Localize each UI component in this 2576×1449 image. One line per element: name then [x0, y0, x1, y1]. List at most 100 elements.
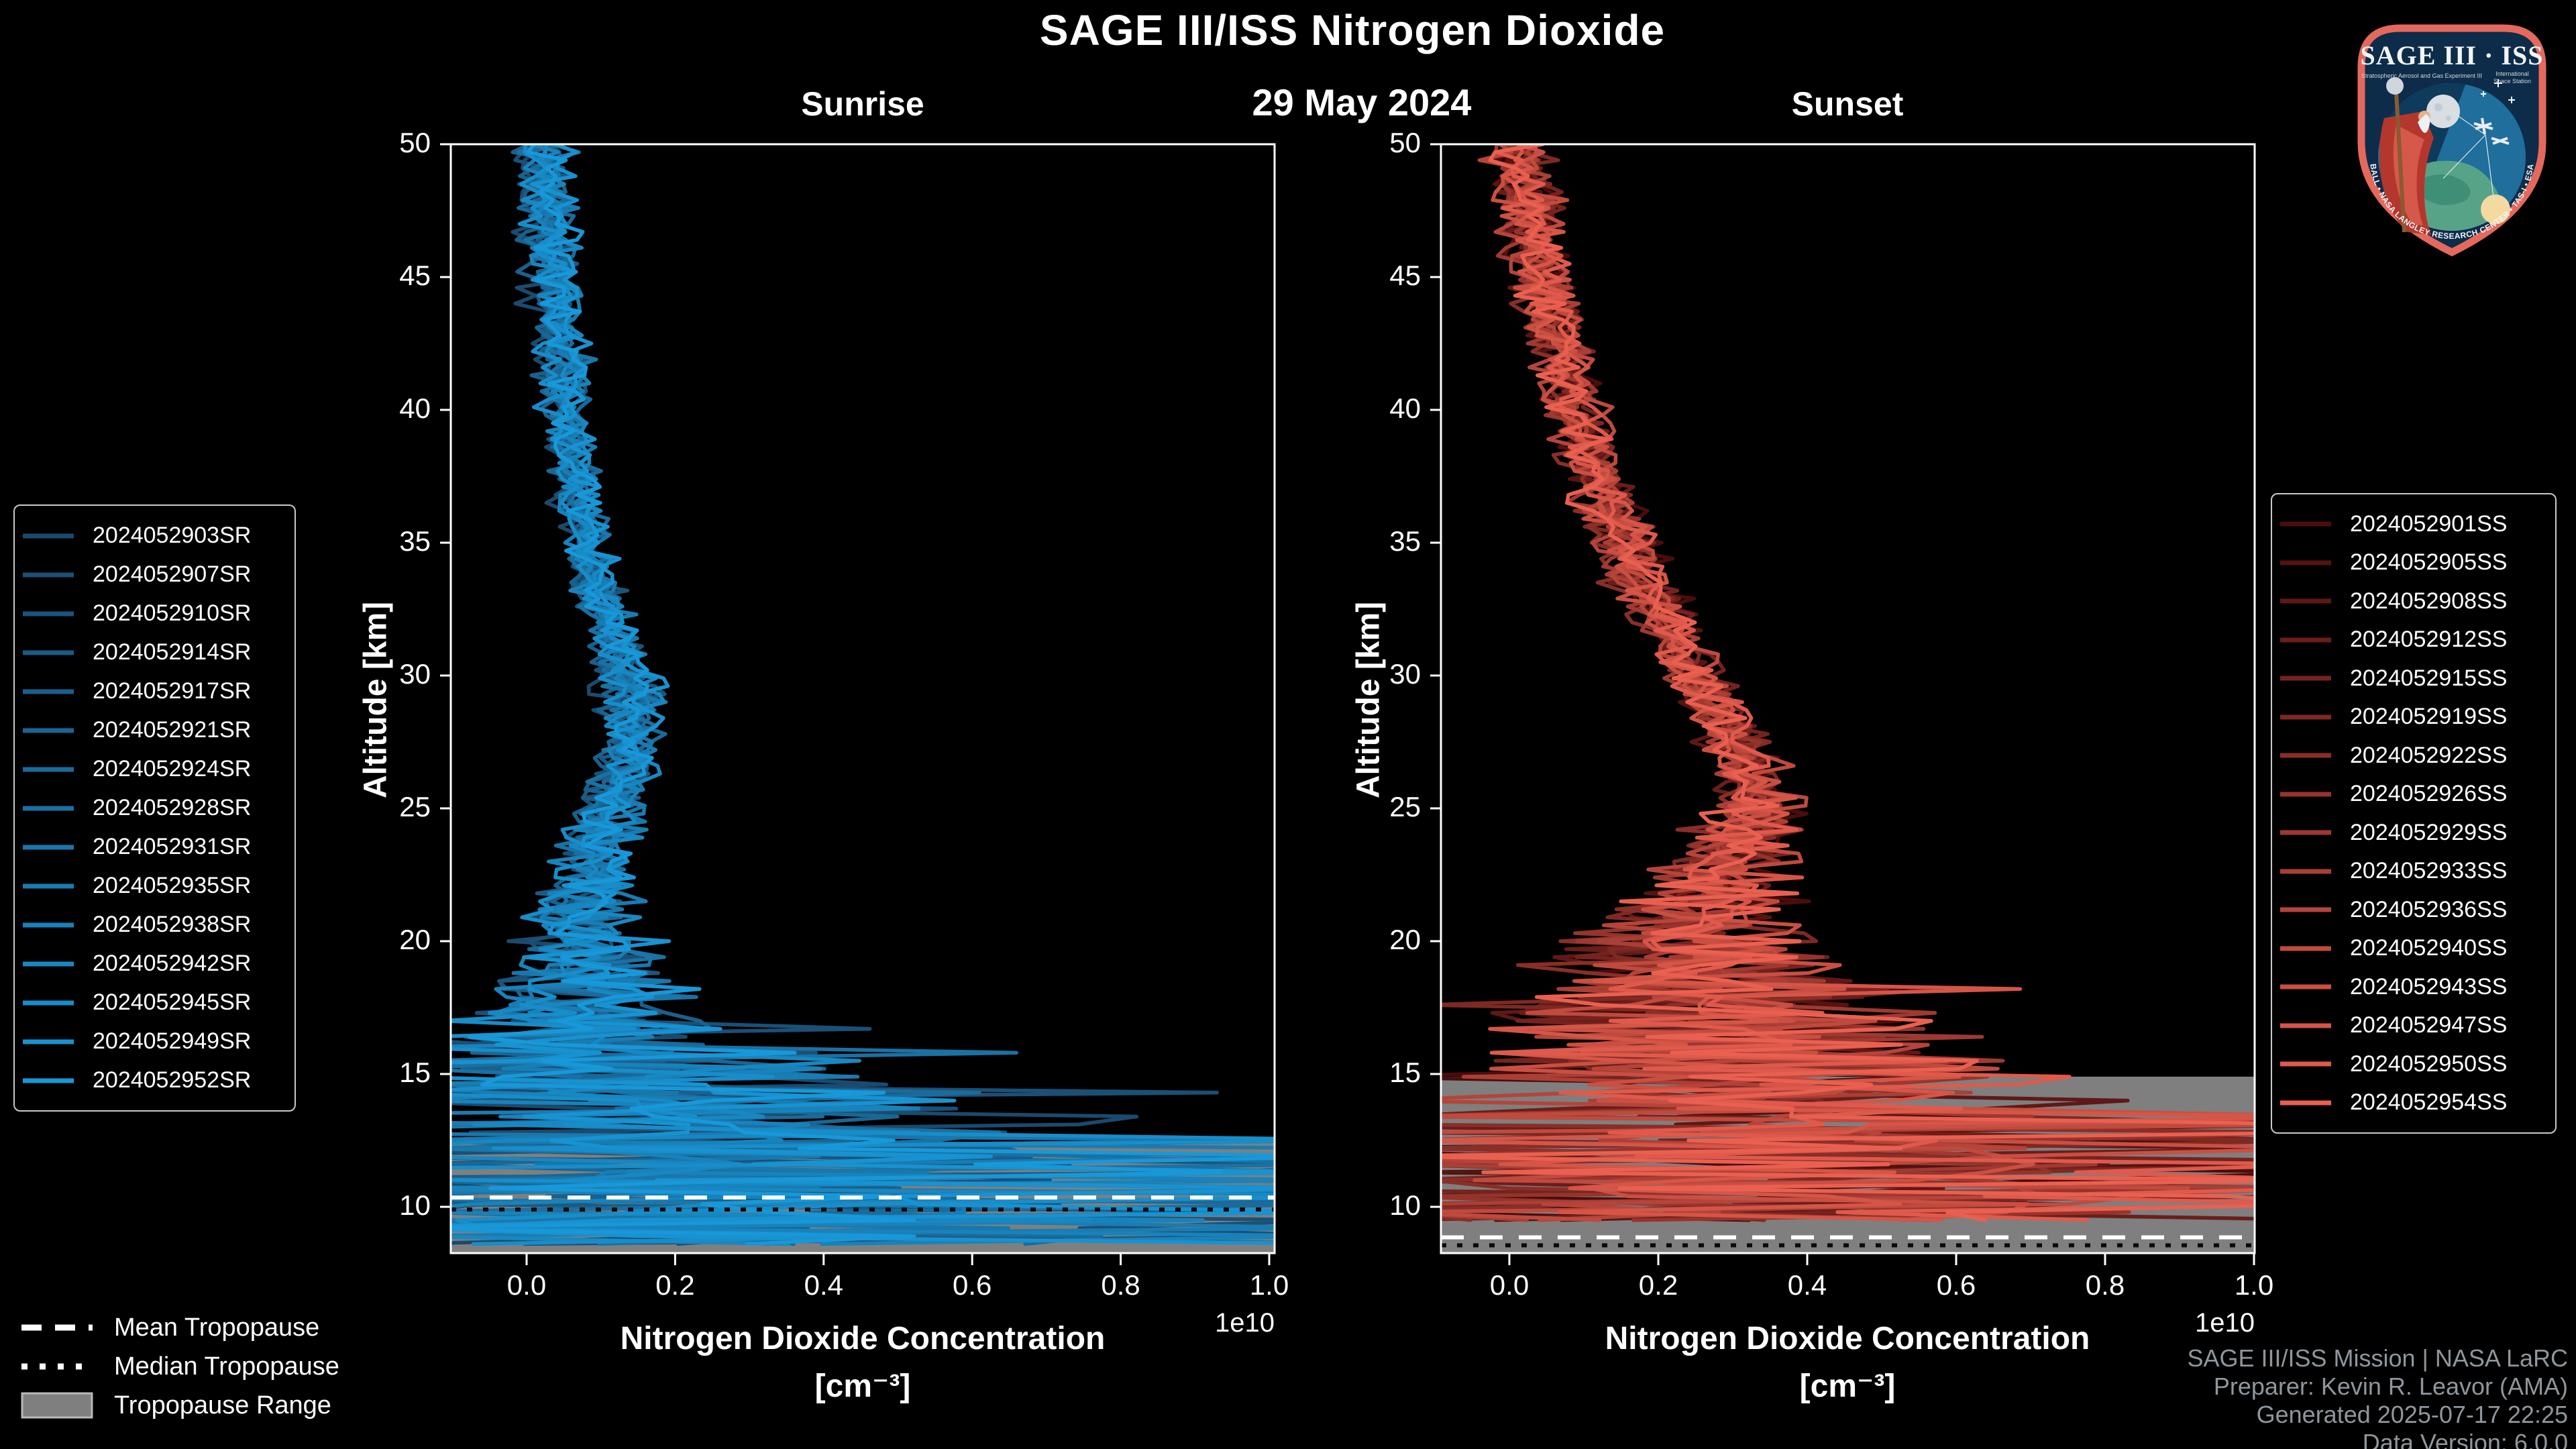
legend-item-label: 2024052924SR — [93, 756, 252, 782]
y-tick-label: 10 — [1389, 1189, 1421, 1221]
legend-item-label: 2024052905SS — [2350, 549, 2508, 576]
attribution: SAGE III/ISS Mission | NASA LaRC Prepare… — [2187, 1344, 2568, 1449]
tropopause-legend-label: Tropopause Range — [114, 1391, 331, 1419]
legend-line-sample-icon — [23, 922, 74, 927]
y-tick-label: 25 — [1389, 791, 1421, 822]
legend-item: 2024052926SS — [2279, 781, 2548, 807]
x-tick-label: 0.0 — [1489, 1269, 1529, 1301]
plot-date: 29 May 2024 — [1252, 81, 1472, 123]
logo-subtitle-right2: Space Station — [2493, 78, 2531, 85]
profile-line-2024052954SS — [1441, 144, 2255, 1222]
y-tick-label: 45 — [1389, 260, 1421, 291]
legend-item-label: 2024052929SS — [2350, 819, 2508, 845]
legend-line-sample-icon — [2280, 830, 2331, 835]
legend-item: 2024052942SR — [21, 951, 288, 977]
legend-line-sample-icon — [2280, 946, 2331, 951]
legend-item: 2024052908SS — [2279, 588, 2548, 614]
legend-item: 2024052935SR — [21, 873, 288, 899]
legend-item-label: 2024052926SS — [2350, 781, 2508, 807]
legend-line-sample-icon — [23, 845, 74, 849]
y-tick-label: 10 — [399, 1189, 431, 1221]
y-tick-label: 15 — [399, 1057, 431, 1088]
legend-item-label: 2024052912SS — [2350, 627, 2508, 653]
legend-item-label: 2024052910SR — [93, 600, 252, 626]
legend-item: 2024052922SS — [2279, 743, 2548, 769]
logo-subtitle-left: Stratospheric Aerosol and Gas Experiment… — [2361, 72, 2482, 79]
panel-sunrise — [451, 144, 1275, 1253]
profile-line-2024052952SR — [451, 144, 1275, 1246]
x-tick-label: 0.0 — [506, 1269, 547, 1301]
x-tick-label: 0.2 — [655, 1269, 695, 1301]
y-tick-label: 45 — [399, 260, 431, 291]
legend-item-label: 2024052947SS — [2350, 1012, 2508, 1038]
x-tick-label: 0.4 — [804, 1269, 843, 1301]
legend-line-sample-icon — [2280, 598, 2331, 604]
legend-item-label: 2024052915SS — [2350, 665, 2508, 691]
legend-line-sample-icon — [2280, 521, 2331, 527]
legend-item: 2024052914SR — [21, 639, 288, 665]
y-axis-label-sunrise: Altitude [km] — [358, 601, 394, 799]
sage-iii-iss-mission-logo: SAGE III · ISS Stratospheric Aerosol and… — [2357, 24, 2546, 257]
legend-line-sample-icon — [23, 611, 74, 616]
y-tick-label: 20 — [1389, 924, 1421, 955]
legend-line-sample-icon — [23, 961, 74, 966]
logo-stars — [2481, 79, 2515, 103]
legend-item: 2024052952SR — [21, 1067, 288, 1093]
tropopause-range-band-icon — [21, 1392, 93, 1419]
legend-item: 2024052929SS — [2279, 820, 2548, 846]
logo-subtitle-right: International — [2496, 70, 2529, 77]
legend-item: 2024052954SS — [2279, 1089, 2548, 1116]
panel-title-sunset: Sunset — [1791, 85, 1904, 123]
legend-item-label: 2024052935SR — [93, 873, 252, 898]
legend-item: 2024052938SR — [21, 912, 288, 938]
legend-line-sample-icon — [23, 767, 74, 771]
y-tick-label: 40 — [1389, 392, 1421, 424]
legend-item: 2024052936SS — [2279, 897, 2548, 923]
legend-line-sample-icon — [2280, 714, 2331, 720]
legend-item: 2024052919SS — [2279, 704, 2548, 730]
tropopause-legend-median: Median Tropopause — [20, 1347, 339, 1386]
legend-item: 2024052903SR — [21, 523, 288, 549]
legend-item-label: 2024052931SR — [93, 834, 252, 859]
legend-item: 2024052921SR — [21, 717, 288, 743]
legend-sunset: 2024052901SS 2024052905SS 2024052908SS 2024… — [2271, 493, 2557, 1134]
logo-father-time-figure — [2379, 77, 2434, 235]
legend-item: 2024052907SR — [21, 561, 288, 588]
x-tick-label: 0.6 — [1936, 1269, 1976, 1301]
y-tick-label: 25 — [399, 791, 431, 822]
attribution-line: Data Version: 6.0.0 — [2362, 1429, 2568, 1449]
x-tick-label: 1.0 — [1249, 1269, 1289, 1301]
legend-item-label: 2024052954SS — [2350, 1089, 2508, 1116]
x-axis-offset-sunrise: 1e10 — [1215, 1308, 1275, 1338]
x-axis-unit-sunset: [cm⁻³] — [1799, 1368, 1896, 1404]
legend-line-sample-icon — [23, 806, 74, 810]
logo-moon-crater — [2446, 115, 2451, 121]
legend-item-label: 2024052907SR — [93, 561, 252, 587]
legend-item-label: 2024052901SS — [2350, 511, 2508, 537]
logo-sightlines — [2443, 112, 2495, 203]
logo-moon — [2426, 95, 2460, 128]
legend-line-sample-icon — [2280, 676, 2331, 681]
legend-line-sample-icon — [23, 1039, 74, 1044]
mean-tropopause-dashed-line-icon — [21, 1324, 93, 1331]
y-tick-label: 40 — [399, 392, 431, 424]
x-axis-offset-sunset: 1e10 — [2195, 1308, 2255, 1338]
y-tick-label: 35 — [399, 525, 431, 557]
y-tick-label: 20 — [399, 924, 431, 955]
legend-line-sample-icon — [23, 1000, 74, 1005]
legend-item: 2024052910SR — [21, 600, 288, 627]
legend-item-label: 2024052936SS — [2350, 896, 2508, 922]
legend-item-label: 2024052950SS — [2350, 1051, 2508, 1077]
legend-item: 2024052940SS — [2279, 935, 2548, 961]
profile-line-2024052949SR — [451, 144, 1275, 1245]
legend-sunrise: 2024052903SR 2024052907SR 2024052910SR 2024… — [13, 504, 296, 1112]
legend-item: 2024052917SR — [21, 678, 288, 704]
legend-item-label: 2024052952SR — [93, 1067, 252, 1093]
legend-item-label: 2024052921SR — [93, 717, 252, 743]
legend-item: 2024052933SS — [2279, 858, 2548, 884]
legend-item-label: 2024052945SR — [93, 989, 252, 1015]
legend-item: 2024052947SS — [2279, 1012, 2548, 1038]
legend-line-sample-icon — [2280, 560, 2331, 566]
legend-line-sample-icon — [2280, 753, 2331, 758]
attribution-line: Generated 2025-07-17 22:25 — [2256, 1401, 2568, 1428]
